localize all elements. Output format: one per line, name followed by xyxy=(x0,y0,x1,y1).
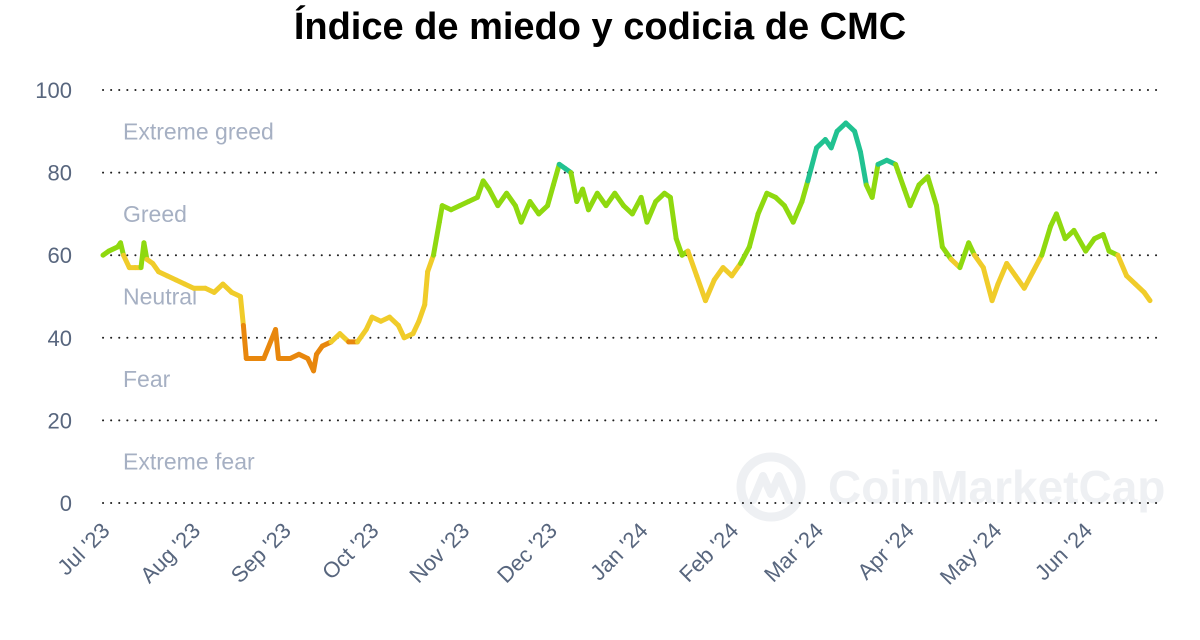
index-line-segment xyxy=(240,322,249,361)
x-tick-label: Jan '24 xyxy=(585,518,652,585)
index-line-segment xyxy=(989,281,1001,304)
index-line-segment xyxy=(644,199,659,225)
index-line-segment xyxy=(729,260,744,279)
index-line-segment xyxy=(790,199,805,225)
index-line-segment xyxy=(805,145,820,184)
index-line-segment xyxy=(907,182,922,209)
index-line-segment xyxy=(1083,236,1097,254)
x-tick-label: Nov '23 xyxy=(404,518,474,588)
index-line-segment xyxy=(422,269,431,308)
index-line-segment xyxy=(141,240,150,262)
x-tick-label: Apr '24 xyxy=(852,518,918,584)
index-line-segment xyxy=(711,265,726,283)
index-line-segment xyxy=(925,174,940,209)
index-line-segment xyxy=(416,302,428,324)
index-line-segment xyxy=(518,199,533,225)
index-line-segment xyxy=(612,190,627,209)
index-line-segment xyxy=(1053,211,1068,242)
index-line-segment xyxy=(980,265,995,304)
x-tick-label: Aug '23 xyxy=(135,518,205,588)
index-line-segment xyxy=(972,252,986,271)
y-tick-label: 100 xyxy=(35,78,72,103)
chart-title: Índice de miedo y codicia de CMC xyxy=(293,6,907,48)
y-tick-label: 20 xyxy=(48,408,72,433)
index-line-segment xyxy=(939,244,954,262)
index-line-segment xyxy=(667,194,679,242)
index-line-segment xyxy=(673,236,685,258)
x-tick-label: Oct '23 xyxy=(317,518,383,584)
index-line-segment xyxy=(1141,289,1153,304)
index-line-segment xyxy=(857,149,869,188)
index-line-segment xyxy=(1039,223,1054,258)
x-tick-label: Jun '24 xyxy=(1030,518,1097,585)
index-line-segment xyxy=(311,351,319,374)
zone-label: Fear xyxy=(123,366,171,392)
index-line-segment xyxy=(585,190,600,213)
index-line-segment xyxy=(1115,252,1130,279)
index-line-segment xyxy=(486,186,501,209)
index-line-segment xyxy=(1030,252,1045,275)
index-line-segment xyxy=(702,277,717,304)
index-line-segment xyxy=(934,203,945,250)
index-line-segment xyxy=(545,182,556,209)
index-line-segment xyxy=(995,260,1010,287)
index-line-segment xyxy=(828,128,840,151)
zone-label: Greed xyxy=(123,201,187,227)
index-line-segment xyxy=(869,161,881,200)
index-line-segment xyxy=(527,199,542,217)
y-tick-label: 40 xyxy=(48,326,72,351)
index-line-segment xyxy=(237,294,246,328)
watermark-text: CoinMarketCap xyxy=(828,461,1165,513)
index-line-segment xyxy=(694,273,708,304)
index-line-segment xyxy=(852,128,863,155)
index-line-segment xyxy=(504,190,518,209)
index-line-segment xyxy=(354,327,369,345)
index-line-segment xyxy=(799,178,811,205)
x-tick-label: Jul '23 xyxy=(52,518,114,580)
index-line-segment xyxy=(1071,227,1089,254)
index-line xyxy=(100,120,1153,374)
index-line-segment xyxy=(746,211,761,250)
index-line-segment xyxy=(957,240,972,271)
x-tick-label: Sep '23 xyxy=(226,518,296,588)
x-tick-label: Feb '24 xyxy=(674,518,743,587)
index-line-segment xyxy=(430,219,442,258)
x-tick-label: Mar '24 xyxy=(759,518,828,587)
x-axis: Jul '23 Aug '23 Sep '23 Oct '23 Nov '23 Dec '… xyxy=(52,518,1097,590)
index-line-segment xyxy=(638,194,650,225)
index-line-segment xyxy=(436,203,445,225)
zone-label: Neutral xyxy=(123,284,197,310)
y-tick-label: 60 xyxy=(48,243,72,268)
index-line-segment xyxy=(568,170,580,205)
grid-lines xyxy=(102,89,1161,504)
x-tick-label: Dec '23 xyxy=(492,518,562,588)
index-line-segment xyxy=(1100,232,1112,254)
index-line-segment xyxy=(1021,269,1036,291)
index-line-segment xyxy=(685,248,700,279)
y-tick-label: 80 xyxy=(48,161,72,186)
index-line-segment xyxy=(738,244,752,266)
index-line-segment xyxy=(893,161,907,192)
index-line-segment xyxy=(755,190,770,217)
zone-label: Extreme greed xyxy=(123,118,274,144)
x-tick-label: May '24 xyxy=(935,518,1007,590)
index-line-segment xyxy=(273,327,281,361)
index-line-segment xyxy=(425,252,436,275)
y-axis: 0 20 40 60 80 100 xyxy=(35,78,72,516)
index-line-segment xyxy=(550,161,562,188)
coinmarketcap-watermark: CoinMarketCap xyxy=(736,452,1165,522)
zone-labels: Extreme greed Greed Neutral Fear Extreme fea… xyxy=(123,118,274,474)
zone-label: Extreme fear xyxy=(123,449,255,475)
index-line-segment xyxy=(1004,260,1018,279)
coinmarketcap-logo-icon xyxy=(736,452,806,522)
y-tick-label: 0 xyxy=(60,491,72,516)
